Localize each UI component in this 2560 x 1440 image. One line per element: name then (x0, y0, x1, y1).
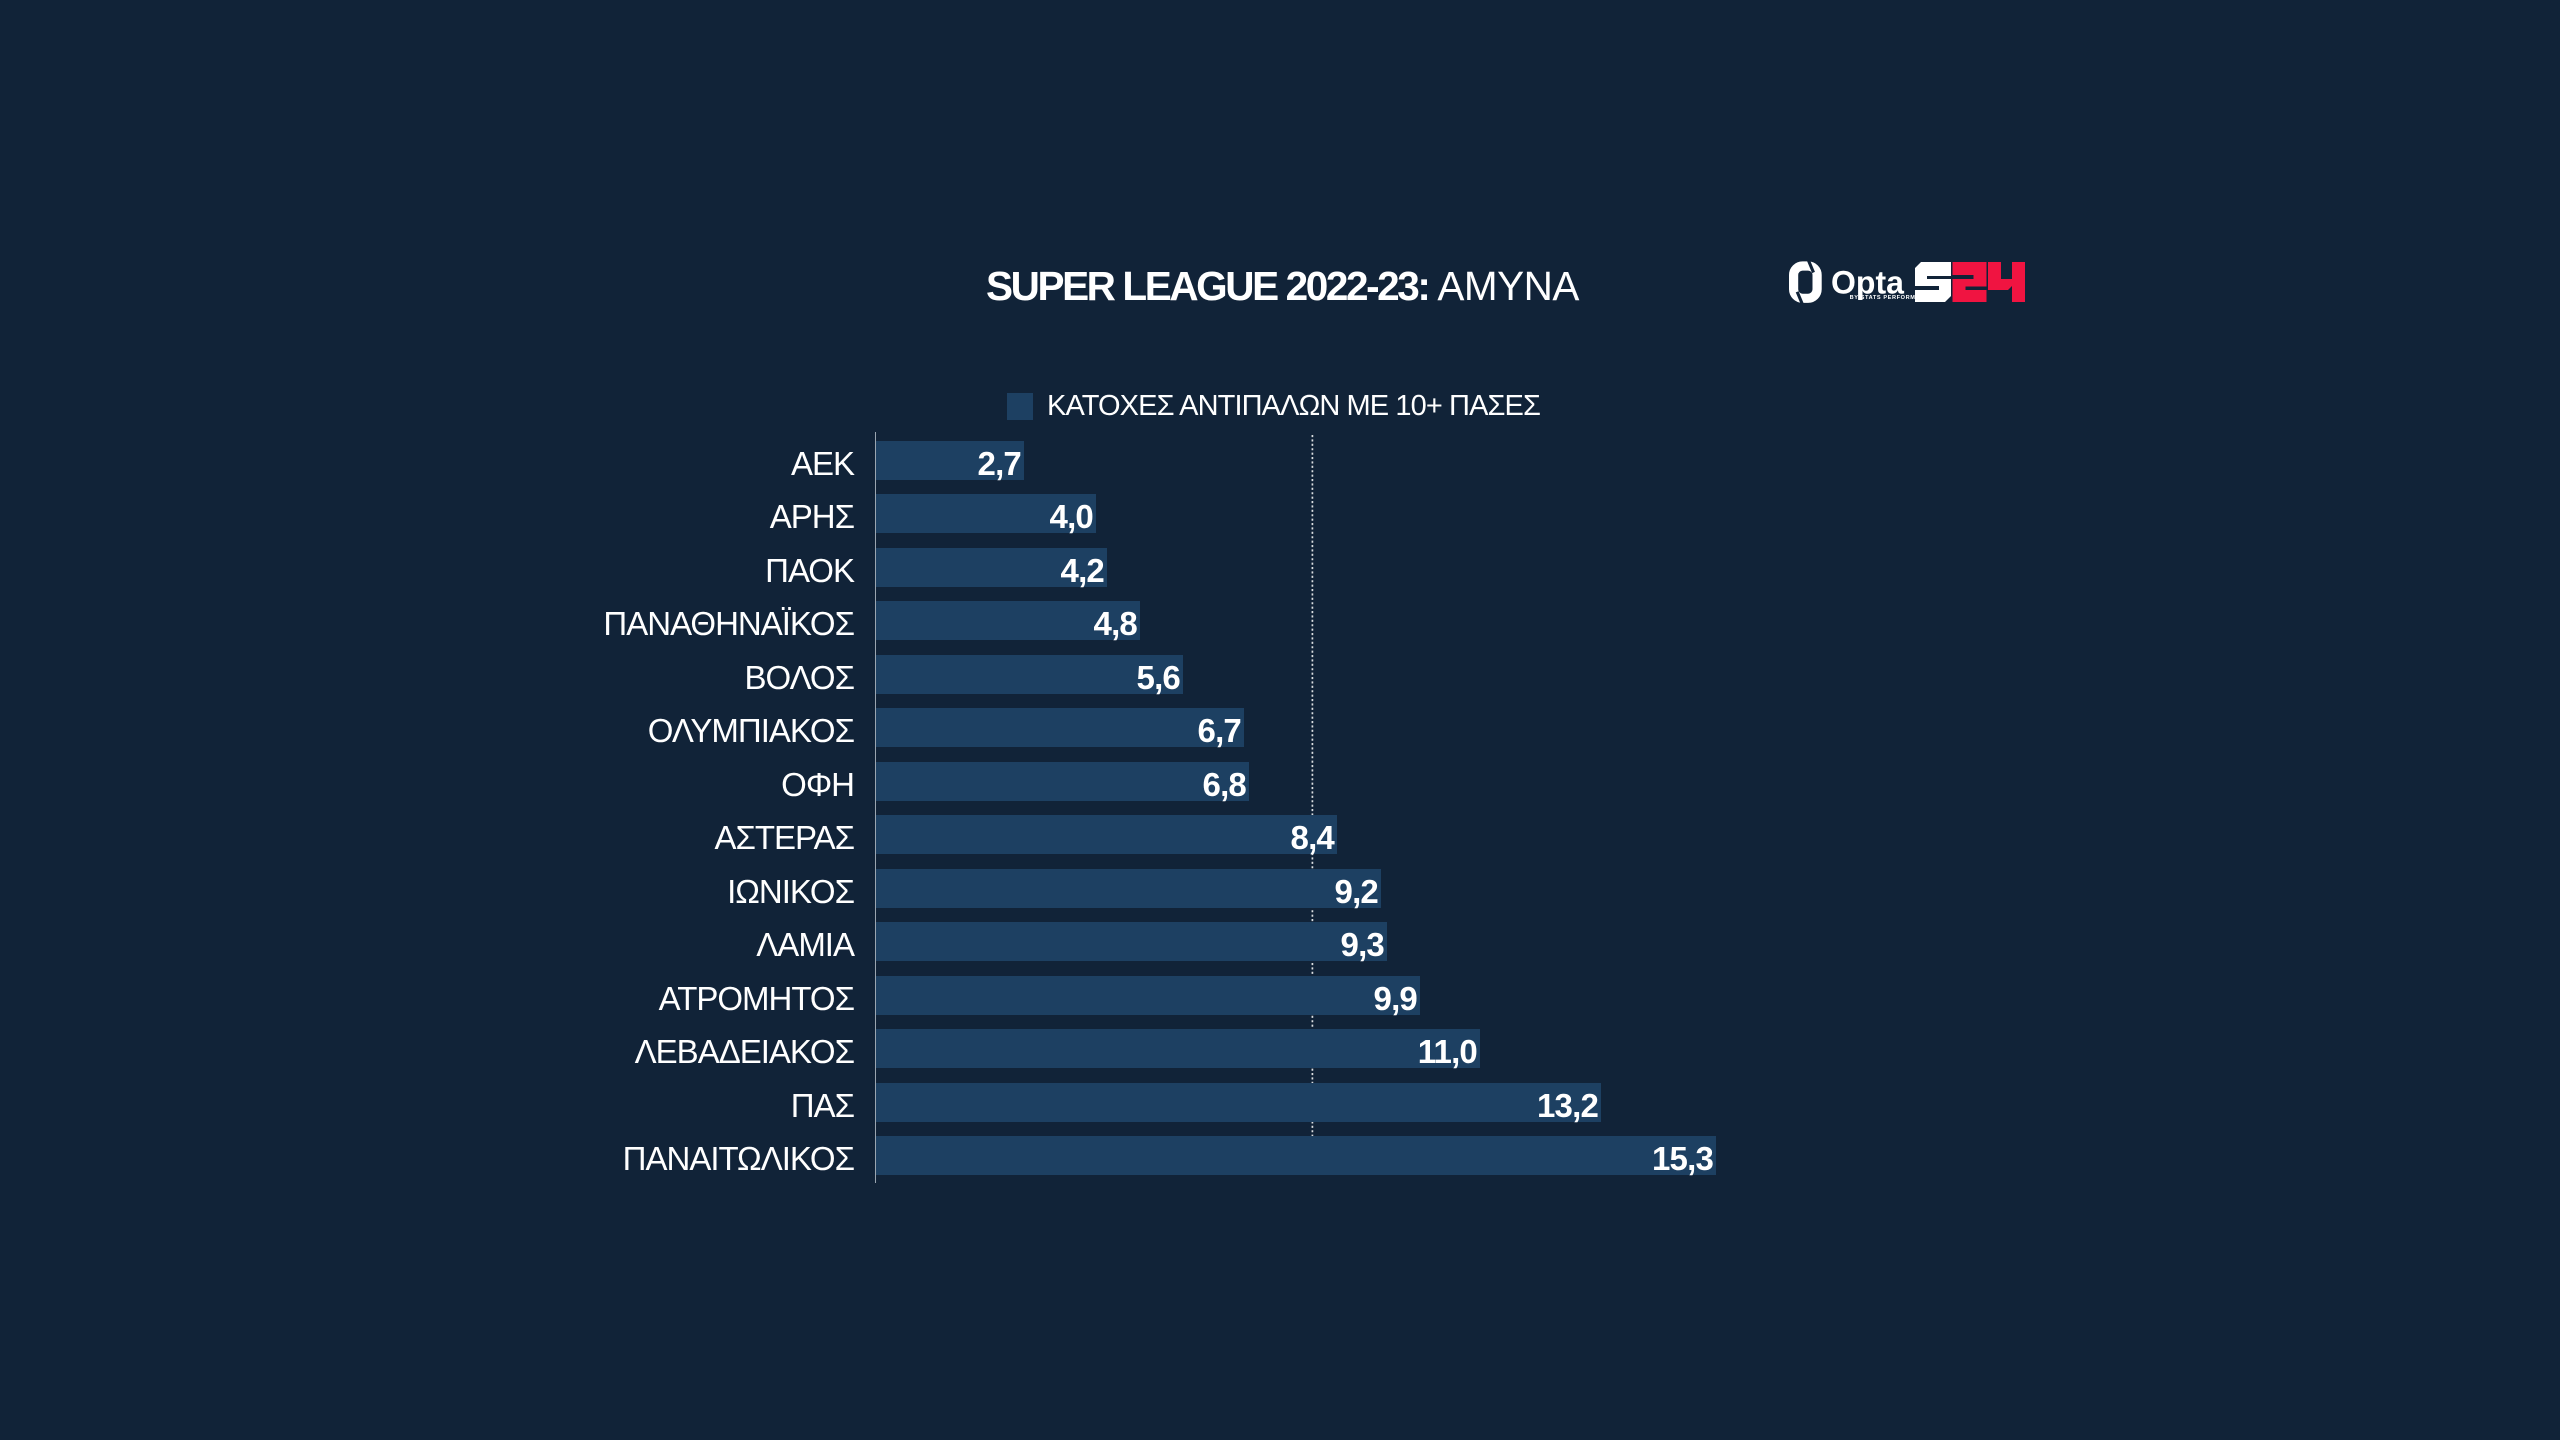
svg-text:Opta: Opta (1831, 265, 1904, 301)
svg-text:BY STATS PERFORM: BY STATS PERFORM (1850, 295, 1916, 301)
